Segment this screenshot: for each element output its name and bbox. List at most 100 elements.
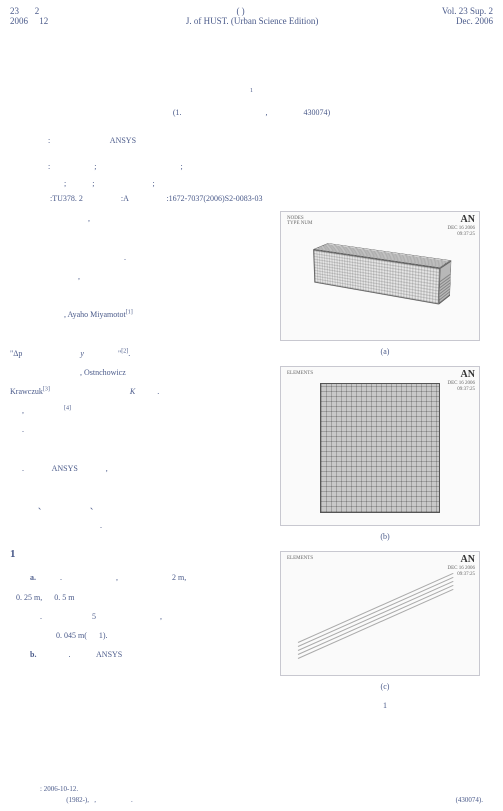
abs-colon: : — [48, 136, 50, 145]
header-center-1: ( ) — [39, 6, 442, 16]
bq-2: 、 — [90, 502, 98, 511]
para-2 — [10, 231, 272, 246]
cite-4: [4] — [64, 406, 71, 412]
sec1-line-thk: 0. 045 m( 1). — [10, 628, 272, 643]
a-comma: , — [116, 573, 118, 582]
right-column: NODES TYPE NUM AN DEC 16 2006 09:37:25 (… — [280, 211, 490, 710]
para-12: . — [10, 422, 272, 437]
fig-b-meta: DEC 16 2006 09:37:25 — [448, 381, 476, 392]
diagonal-lines — [290, 566, 470, 666]
abstract-line-3: : ; ; — [30, 161, 473, 174]
month: 12 — [39, 16, 48, 26]
para-14: . ANSYS , — [10, 461, 272, 476]
p10-dot: . — [157, 387, 159, 396]
sec1-line-wh: 0. 25 m, 0. 5 m — [10, 590, 272, 605]
classification-line: :TU378. 2 :A :1672-7037(2006)S2-0083-03 — [50, 194, 473, 203]
fig-b-label: (b) — [280, 532, 490, 541]
kw-semi4: ; — [92, 179, 94, 188]
abs-semi2: ; — [180, 162, 182, 171]
affil-zip: 430074) — [304, 108, 331, 117]
vol-num: 23 — [10, 6, 19, 16]
cite-3: [3] — [43, 386, 50, 392]
left-column: , . , , Ayaho Miyamoto — [10, 211, 280, 710]
abs-semi: ; — [94, 162, 96, 171]
para-11: , [4] — [10, 403, 272, 418]
para-5 — [10, 288, 272, 303]
p1-comma: , — [88, 214, 90, 223]
footer-left: : 2006-10-12. (1982-), , . — [40, 784, 133, 805]
ansys-2: ANSYS — [52, 464, 78, 473]
fig-a-small: NODES TYPE NUM — [287, 216, 312, 226]
para-15 — [10, 480, 272, 495]
header-row-1: 23 2 ( ) Vol. 23 Sup. 2 — [10, 6, 493, 16]
para-10: Krawczuk[3] K . — [10, 384, 272, 399]
len-2m: 2 m, — [172, 573, 186, 582]
doc-a: :A — [121, 194, 129, 203]
header-row-2: 2006 12 J. of HUST. (Urban Science Editi… — [10, 16, 493, 26]
received-date: : 2006-10-12. — [40, 784, 133, 795]
affil-sep: , — [266, 108, 268, 117]
abstract-line-1: : ANSYS — [30, 135, 473, 148]
a-dot: . — [60, 573, 62, 582]
comma-5: , — [160, 612, 162, 621]
flat-mesh — [320, 383, 440, 513]
sec1-line-a: a. . , 2 m, — [10, 570, 272, 585]
footer: : 2006-10-12. (1982-), , . (430074). — [40, 784, 483, 805]
header-left-1: 23 2 — [10, 6, 39, 16]
para-3: . — [10, 250, 272, 265]
box-3d-container — [290, 234, 470, 324]
affil-num: (1. — [173, 108, 182, 117]
ansys-logo-a: AN — [461, 214, 475, 225]
para-9: , Ostnchowicz — [10, 365, 272, 380]
figure-1-caption: 1 — [280, 701, 490, 710]
y-var: y — [80, 349, 84, 358]
para-17: . — [10, 518, 272, 533]
fig-b-small: ELEMENTS — [287, 371, 313, 376]
kw-semi5: ; — [152, 179, 154, 188]
kw-semi3: ; — [64, 179, 66, 188]
ostnchowicz: , Ostnchowicz — [80, 368, 126, 377]
ansys-3: ANSYS — [96, 650, 122, 659]
ansys-logo-c: AN — [461, 554, 475, 565]
para-4: , — [10, 269, 272, 284]
sec1-line-5: . 5 , — [10, 609, 272, 624]
keywords-line: ; ; ; — [30, 179, 473, 188]
para-1: , — [10, 211, 272, 226]
miyamoto: , Ayaho Miyamotot — [64, 310, 126, 319]
section-1-heading: 1 — [10, 544, 272, 565]
para-16: 、 、 — [10, 499, 272, 514]
para-8: "Δp y "[2]. — [10, 346, 272, 361]
ansys-logo-b: AN — [461, 369, 475, 380]
tu-code: :TU378. 2 — [50, 194, 83, 203]
fig-ref-1: 1). — [99, 631, 108, 640]
krawczuk: Krawczuk — [10, 387, 43, 396]
k-var: K — [130, 387, 135, 396]
para-7 — [10, 327, 272, 342]
abstract-block: : ANSYS : ; ; — [30, 135, 473, 173]
abs-colon2: : — [48, 162, 50, 171]
title-block: 1 — [0, 88, 503, 98]
two-column-body: , . , , Ayaho Miyamoto — [10, 211, 493, 710]
sec1-line-b: b. . ANSYS — [10, 647, 272, 662]
fig-a-label: (a) — [280, 347, 490, 356]
item-a: a. — [30, 573, 36, 582]
abstract-line-2 — [30, 148, 473, 161]
p17-dot: . — [100, 521, 102, 530]
p4-comma: , — [78, 272, 80, 281]
thickness: 0. 045 m( — [56, 631, 87, 640]
p3-dot: . — [124, 253, 126, 262]
height-val: 0. 5 m — [54, 593, 74, 602]
p11-comma: , — [22, 406, 24, 415]
article-id: :1672-7037(2006)S2-0083-03 — [166, 194, 262, 203]
page-header: 23 2 ( ) Vol. 23 Sup. 2 2006 12 J. of HU… — [0, 0, 503, 28]
p14-dot: . — [22, 464, 24, 473]
journal-name: J. of HUST. (Urban Science Edition) — [48, 16, 456, 26]
header-left-2: 2006 12 — [10, 16, 48, 26]
footer-right: (430074). — [456, 795, 483, 806]
fig-c-small: ELEMENTS — [287, 556, 313, 561]
author-info: (1982-), , . — [40, 795, 133, 806]
figure-c: ELEMENTS AN DEC 16 2006 09:37:25 — [280, 551, 480, 676]
paren-title: ( ) — [236, 6, 244, 16]
p12-dot: . — [22, 425, 24, 434]
item-b: b. — [30, 650, 36, 659]
